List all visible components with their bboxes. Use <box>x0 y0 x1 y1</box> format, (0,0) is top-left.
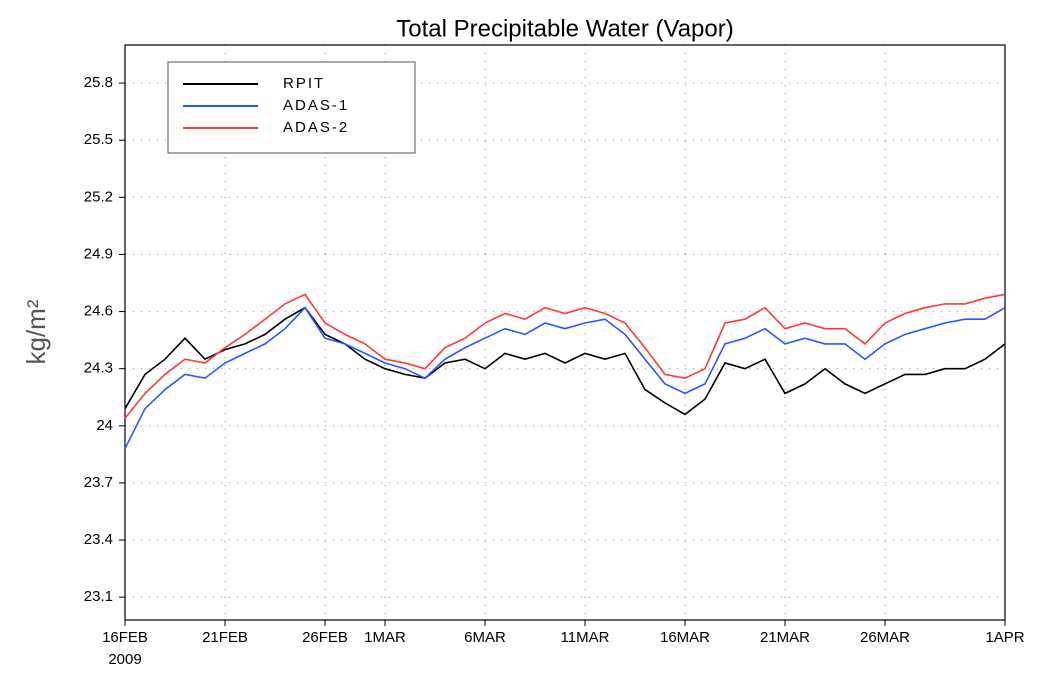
y-tick-label: 24.6 <box>84 303 113 320</box>
series-line <box>124 293 1006 419</box>
y-tick-label: 25.8 <box>84 74 113 91</box>
y-axis-label: kg/m² <box>21 299 51 364</box>
x-tick-label: 21MAR <box>760 629 810 646</box>
x-tick-label: 6MAR <box>464 629 506 646</box>
series-line <box>124 306 1006 416</box>
x-tick-label: 26MAR <box>860 629 910 646</box>
y-tick-label: 23.4 <box>84 531 113 548</box>
y-tick-label: 25.5 <box>84 131 113 148</box>
x-tick-label: 11MAR <box>561 629 610 646</box>
legend-label: ADAS-2 <box>283 119 349 136</box>
plot-frame <box>124 44 1006 621</box>
x-tick-label: 21FEB <box>202 629 248 646</box>
x-tick-label: 1MAR <box>364 629 406 646</box>
y-tick-label: 24 <box>96 417 113 434</box>
series-line <box>124 306 1006 449</box>
x-year-label: 2009 <box>108 651 141 668</box>
x-tick-label: 1APR <box>985 629 1024 646</box>
y-tick-label: 24.9 <box>84 245 113 262</box>
y-tick-label: 25.2 <box>84 188 113 205</box>
y-tick-label: 23.1 <box>84 588 113 605</box>
legend-label: ADAS-1 <box>283 97 349 114</box>
y-tick-label: 23.7 <box>84 474 113 491</box>
x-tick-label: 16FEB <box>102 629 148 646</box>
chart-title: Total Precipitable Water (Vapor) <box>396 15 733 42</box>
x-tick-label: 16MAR <box>660 629 710 646</box>
y-tick-label: 24.3 <box>84 360 113 377</box>
legend-box <box>167 61 416 154</box>
x-tick-label: 26FEB <box>302 629 348 646</box>
legend-label: RPIT <box>283 75 325 92</box>
